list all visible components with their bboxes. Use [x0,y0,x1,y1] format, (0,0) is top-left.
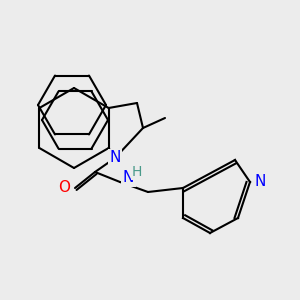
Text: N: N [254,175,266,190]
Text: N: N [109,151,121,166]
Text: O: O [58,181,70,196]
Text: H: H [132,165,142,179]
Text: N: N [123,170,134,185]
